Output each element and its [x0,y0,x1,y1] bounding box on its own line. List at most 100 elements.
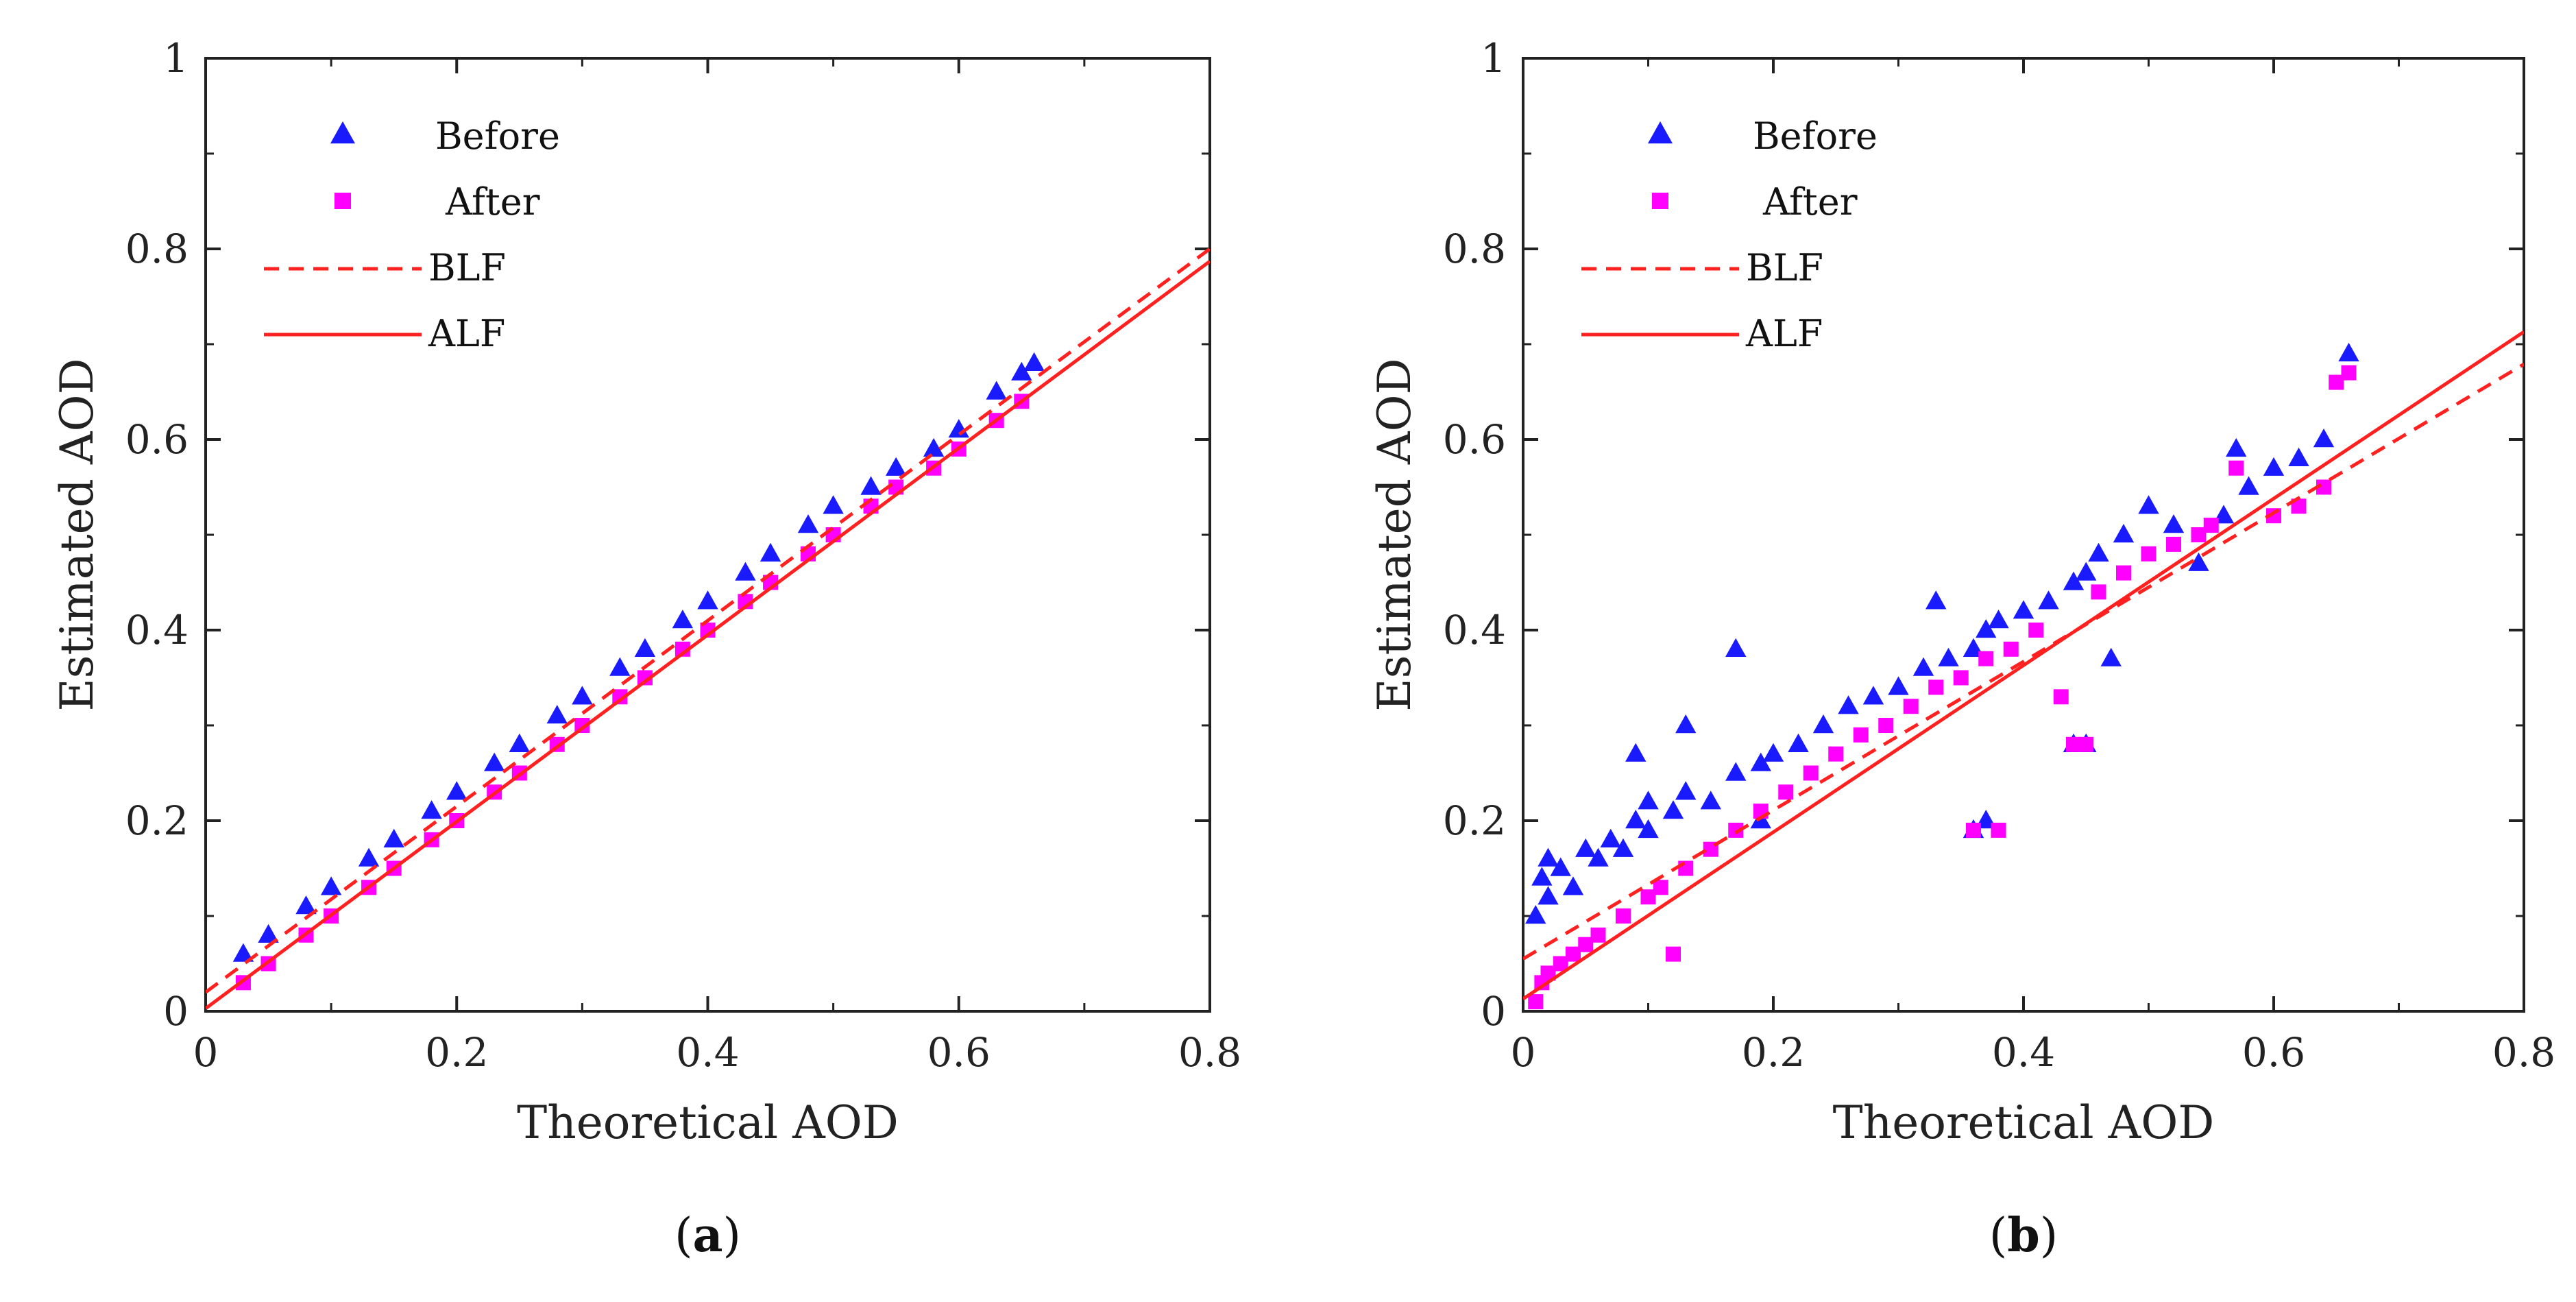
legend-marker-after [335,193,351,209]
point-before [2188,552,2209,571]
x-tick-label: 0.6 [2242,1029,2305,1076]
panel-a: 0 0.2 0.4 0.6 0.8 0 0.2 0.4 0.6 0.8 1 Theoretical A… [51,35,1241,1263]
point-before [546,705,568,724]
point-before [1638,791,1659,810]
point-before [1862,686,1884,705]
legend-label-alf: ALF [1745,312,1823,355]
point-after [1590,927,1606,943]
point-after [637,670,653,686]
point-before [1812,714,1834,734]
point-after [2116,565,2131,581]
point-before [2138,495,2159,514]
point-before [1925,590,1947,610]
point-after [2341,365,2357,381]
point-before [2288,447,2309,466]
point-before [1725,638,1747,657]
fit-line-alf [206,260,1210,1010]
point-before [2163,514,2185,533]
legend-label-before: Before [1753,114,1878,158]
point-before [697,590,718,610]
point-after [1991,822,2006,838]
point-after [612,689,628,705]
y-tick-label: 0.4 [125,607,189,653]
point-after [1666,946,1681,962]
point-before [1525,905,1546,924]
legend-label-blf: BLF [428,246,506,289]
point-after [1953,670,1969,686]
x-tick-label: 0.4 [1992,1029,2055,1076]
panel-b: 0 0.2 0.4 0.6 0.8 0 0.2 0.4 0.6 0.8 1 Theoretical A… [1368,35,2555,1263]
point-before [483,752,505,771]
point-before [2226,437,2247,457]
point-after [2141,546,2156,562]
point-after [2028,623,2044,638]
point-after [2066,736,2081,752]
point-after [2078,736,2094,752]
legend-marker-before [330,121,356,144]
point-after [2091,584,2106,600]
point-after [1528,994,1544,1010]
point-before [1662,800,1684,819]
point-before [2338,342,2359,362]
point-after [1978,651,1994,666]
point-before [2100,647,2122,666]
point-before [1531,867,1553,886]
point-before [1750,752,1771,771]
point-before [295,895,317,915]
point-before [1675,781,1697,800]
point-before [1788,733,1809,752]
legend-label-before: Before [435,114,560,158]
legend-marker-before [1647,121,1673,144]
y-axis-title: Estimated AOD [51,358,104,711]
point-before [1976,619,1997,638]
point-before [572,686,593,705]
point-before [1838,695,1859,714]
data-points [206,247,1210,1010]
point-before [2088,542,2109,562]
point-after [2166,536,2181,552]
point-after [1540,965,1556,981]
point-after [1553,956,1568,972]
x-axis-title: Theoretical AOD [517,1096,899,1149]
point-before [1625,743,1647,762]
legend-label-after: After [445,180,540,224]
x-tick-label: 0.2 [425,1029,488,1076]
legend: Before After BLF ALF [264,114,560,355]
point-after [1928,679,1944,695]
point-before [1600,828,1621,847]
point-after [1966,822,1981,838]
point-before [672,610,694,629]
panel-label: (a) [675,1208,741,1263]
point-after [1828,746,1844,762]
point-before [923,437,945,457]
point-after [2329,374,2344,390]
point-before [2313,429,2335,448]
point-after [1853,727,1869,743]
point-before [1023,352,1045,371]
point-before [797,514,819,533]
point-before [1562,876,1584,895]
point-before [232,943,254,962]
point-before [2063,571,2085,590]
x-tick-label: 0 [193,1029,219,1076]
y-tick-label: 0 [163,988,189,1035]
point-after [1878,718,1894,733]
legend: Before After BLF ALF [1581,114,1878,355]
point-after [1778,784,1794,800]
point-before [1888,676,1909,695]
y-tick-label: 0.2 [125,797,189,844]
x-tick-label: 0.6 [927,1029,991,1076]
y-tick-label: 0.6 [125,416,189,463]
legend-label-blf: BLF [1746,246,1823,289]
point-after [2191,527,2207,542]
legend-marker-after [1652,193,1668,209]
point-after [1640,889,1656,905]
point-after [1728,822,1744,838]
point-after [1578,937,1594,952]
point-before [2013,600,2034,619]
point-after [1653,880,1668,895]
point-before [421,800,442,819]
point-after [1566,946,1581,962]
y-tick-label: 0.8 [1443,226,1506,272]
legend-label-alf: ALF [428,312,505,355]
